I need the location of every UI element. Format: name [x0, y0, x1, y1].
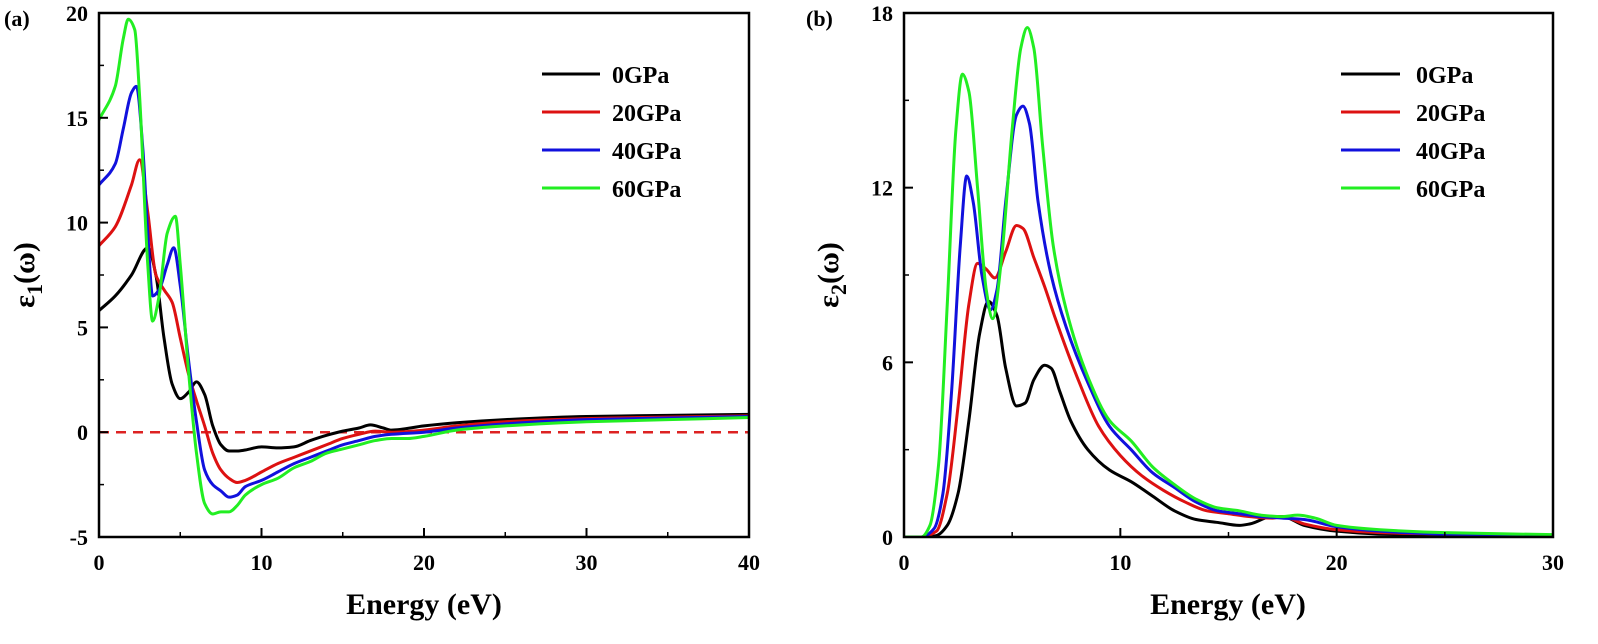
legend: 0GPa 20GPa 40GPa 60GPa: [542, 63, 681, 203]
y-tick-label: 5: [77, 315, 88, 340]
series-group: [904, 26, 1553, 537]
panel-label: (a): [4, 6, 30, 31]
x-tick-label: 0: [94, 550, 105, 575]
legend-label: 20GPa: [1416, 101, 1485, 127]
y-tick-label: 10: [66, 211, 88, 236]
series-line-60GPa: [904, 26, 1553, 537]
series-line-20GPa: [99, 158, 749, 484]
legend-label: 40GPa: [612, 139, 681, 165]
y-tick-label: -5: [70, 525, 88, 550]
panel-label: (b): [806, 6, 833, 31]
y-tick-label: 12: [871, 176, 893, 201]
y-tick-label: 15: [66, 106, 88, 131]
legend-label: 60GPa: [612, 177, 681, 203]
x-tick-label: 40: [738, 550, 760, 575]
legend-label: 0GPa: [612, 63, 669, 89]
x-tick-label: 30: [576, 550, 598, 575]
legend: 0GPa 20GPa 40GPa 60GPa: [1341, 63, 1485, 203]
x-axis-title: Energy (eV): [346, 588, 502, 621]
legend-label: 20GPa: [612, 101, 681, 127]
y-tick-label: 0: [882, 525, 893, 550]
x-tick-label: 0: [899, 550, 910, 575]
legend-label: 60GPa: [1416, 177, 1485, 203]
series-line-60GPa: [99, 17, 749, 516]
series-line-40GPa: [904, 104, 1553, 537]
x-axis-title: Energy (eV): [1150, 588, 1306, 621]
x-tick-label: 20: [1326, 550, 1348, 575]
plot-frame: [902, 11, 1555, 539]
x-tick-label: 20: [413, 550, 435, 575]
x-tick-label: 10: [1109, 550, 1131, 575]
chart-panel-b: 0 10 20 30 0 6 12 18 (b) Energy (eV) ε2(ω) 0GPa 20GP…: [806, 1, 1564, 621]
y-axis-title: ε1(ω): [8, 242, 47, 308]
x-tick-label: 30: [1542, 550, 1564, 575]
series-line-0GPa: [904, 299, 1553, 537]
y-axis-title: ε2(ω): [812, 242, 851, 308]
series-group: [99, 17, 749, 516]
y-tick-label: 18: [871, 1, 893, 26]
legend-label: 0GPa: [1416, 63, 1473, 89]
x-tick-label: 10: [251, 550, 273, 575]
legend-label: 40GPa: [1416, 139, 1485, 165]
y-tick-label: 0: [77, 420, 88, 445]
series-line-0GPa: [99, 246, 749, 453]
y-tick-label: 20: [66, 1, 88, 26]
y-tick-label: 6: [882, 350, 893, 375]
